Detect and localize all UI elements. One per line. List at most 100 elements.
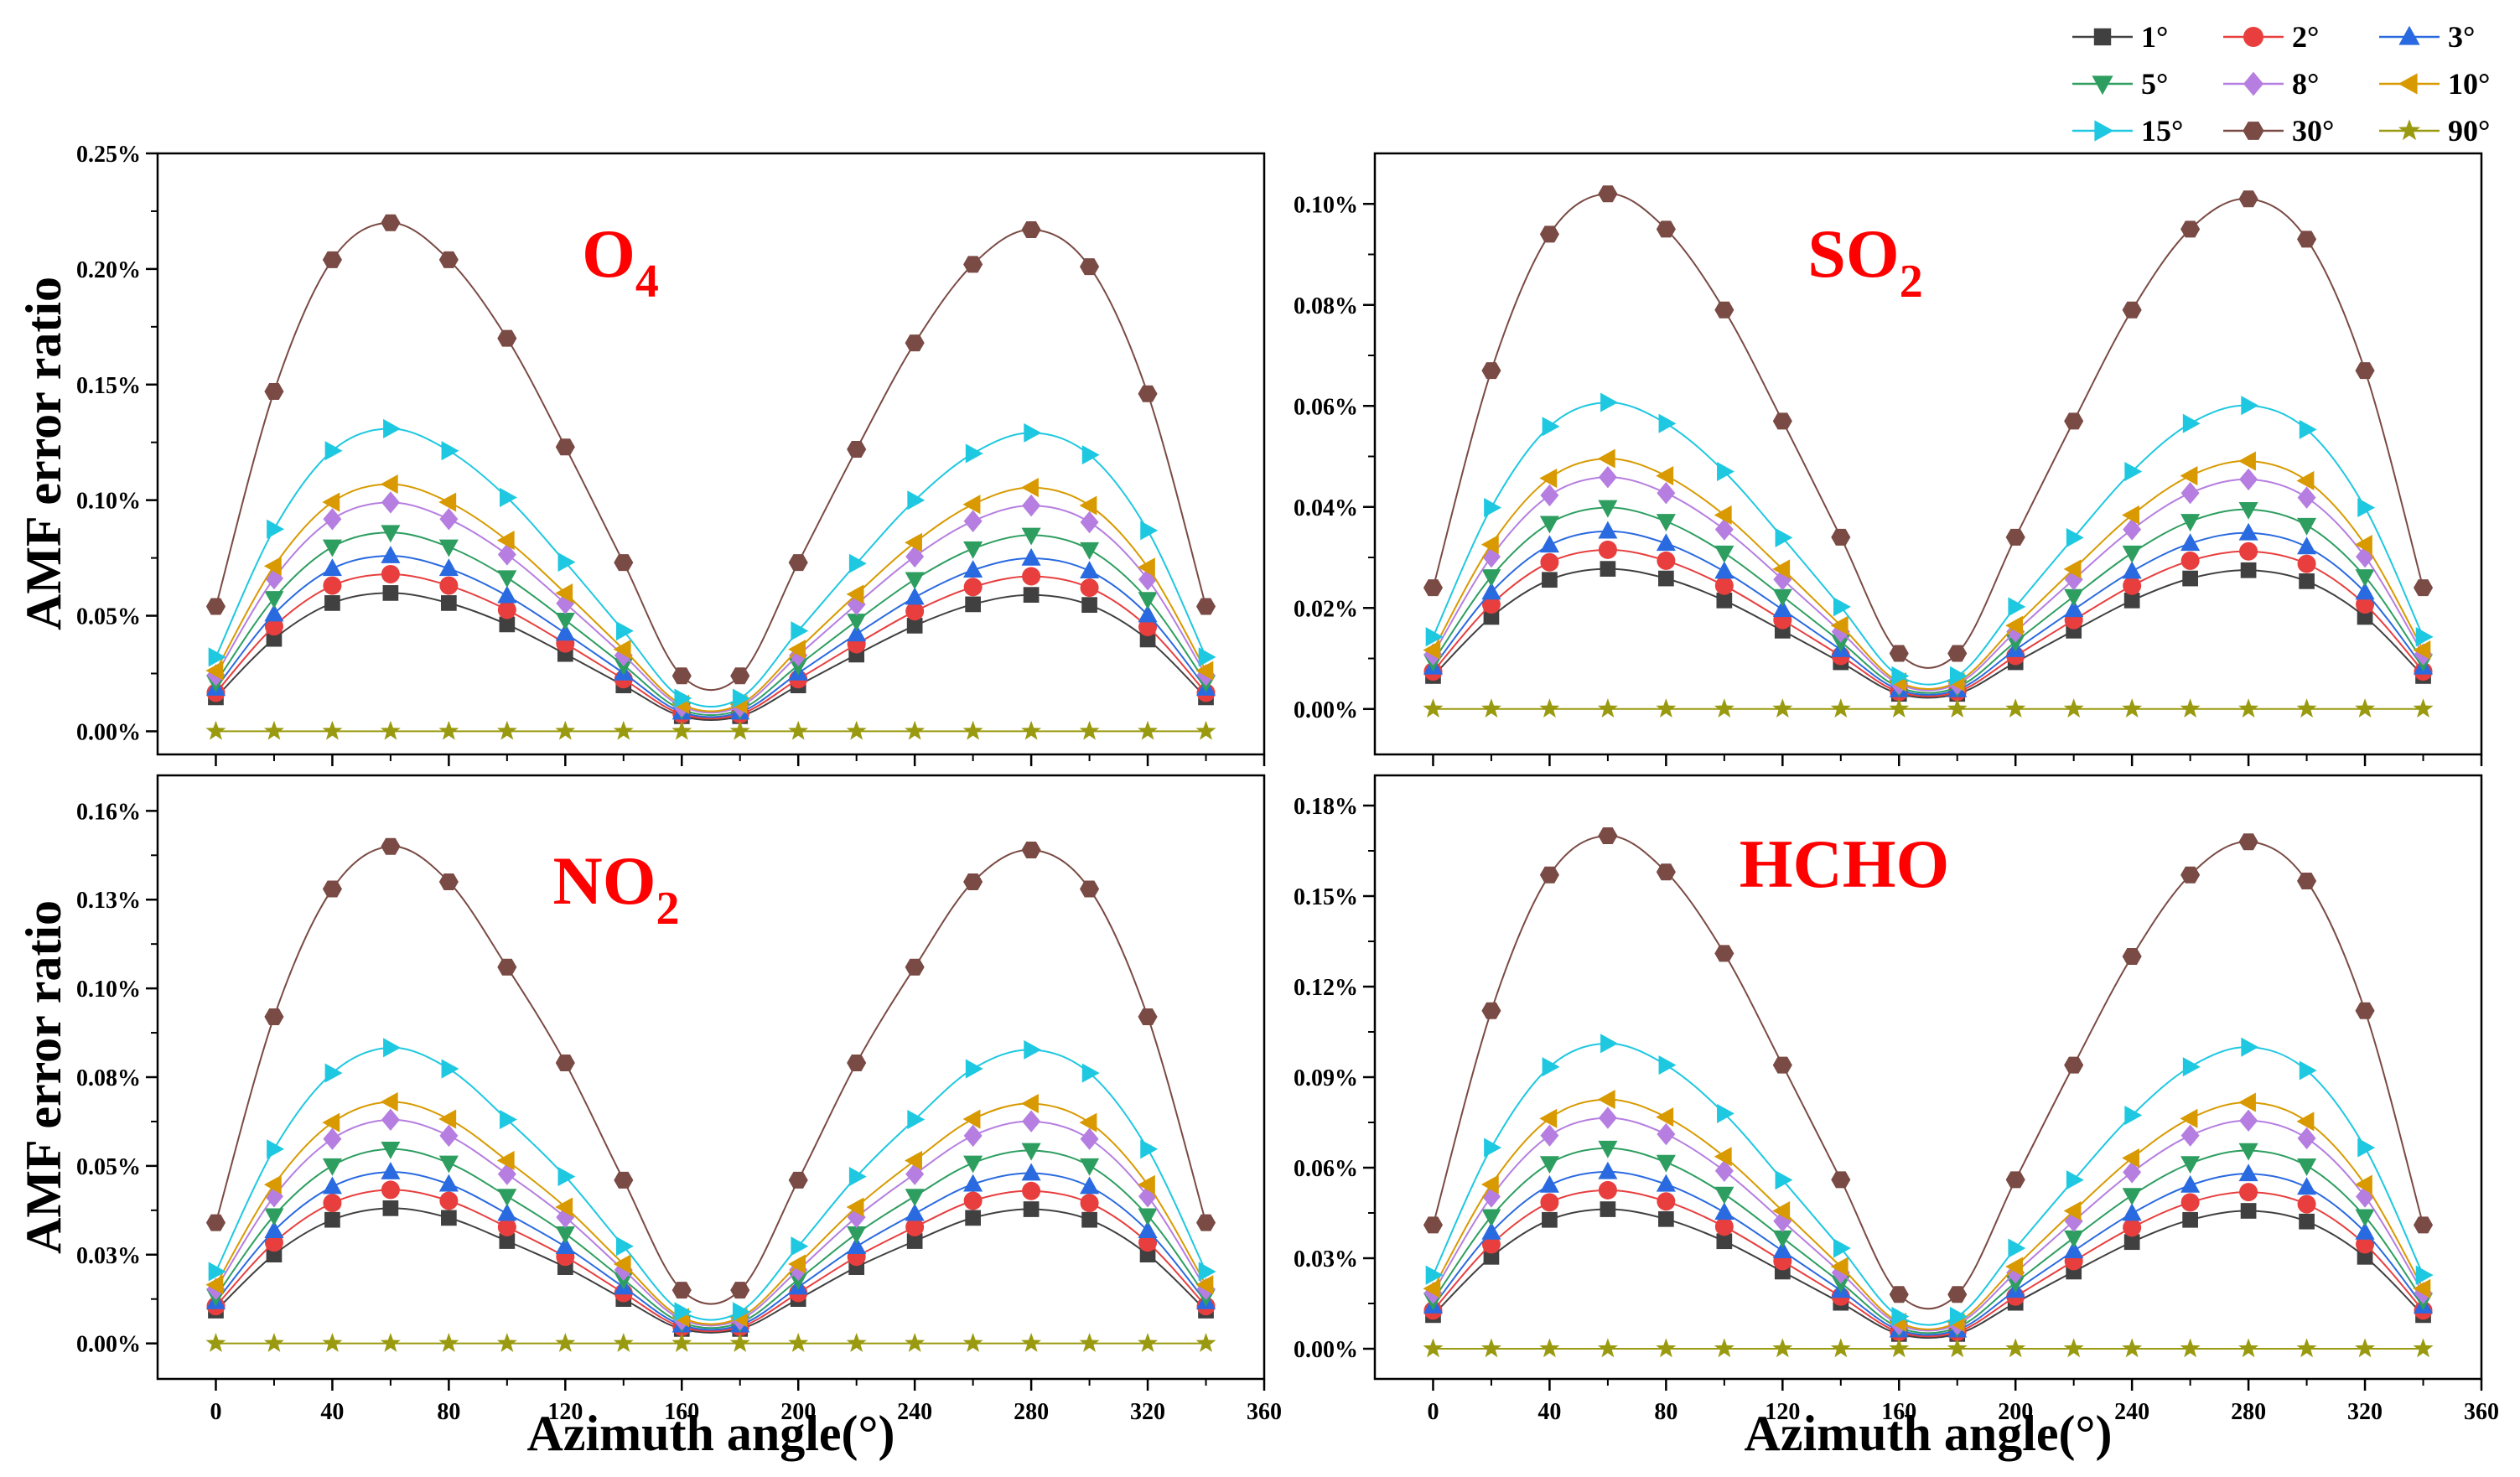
panel-title: O4 [582, 215, 659, 308]
series-2deg [206, 1180, 1216, 1337]
data-point [1772, 1241, 1792, 1259]
data-point [613, 640, 631, 660]
data-point [323, 1194, 342, 1213]
data-point [264, 1208, 284, 1226]
data-point [1656, 698, 1677, 718]
data-point [382, 585, 399, 601]
x-tick-label: 280 [1014, 1399, 1049, 1425]
data-point [963, 1155, 983, 1174]
data-point [1657, 481, 1676, 505]
data-point [263, 1174, 282, 1195]
data-point [1138, 604, 1158, 623]
data-point [2297, 1127, 2316, 1150]
data-point [2180, 1156, 2201, 1174]
data-point [2180, 551, 2200, 570]
data-point [2297, 1195, 2316, 1214]
data-point [1539, 1174, 1559, 1193]
data-point [1483, 609, 1500, 625]
series-1deg [1425, 1201, 2431, 1342]
series-line [1432, 834, 2424, 1310]
data-point [208, 647, 226, 667]
data-point [1772, 698, 1793, 718]
series-1deg [1425, 561, 2431, 702]
legend-entry-3deg: 3° [2379, 20, 2475, 54]
data-point [1138, 592, 1158, 610]
data-point [963, 510, 983, 532]
panel-no2: 0 40 80 120 160 200 240 280 320 360 0.00% 0.03% 0.05… [76, 774, 1282, 1425]
data-point [2066, 527, 2084, 547]
data-point [1195, 1332, 1216, 1352]
data-point [1542, 1057, 1560, 1077]
data-point [963, 1191, 983, 1210]
data-point [1830, 1257, 1849, 1277]
data-point [2297, 872, 2317, 890]
data-point [2296, 698, 2317, 718]
data-point [2005, 1338, 2026, 1358]
data-point [730, 1282, 750, 1299]
data-point [1540, 552, 1559, 572]
data-point [1539, 535, 1559, 553]
data-point [1658, 413, 1677, 433]
data-point [497, 958, 517, 976]
data-point [1423, 1278, 1441, 1298]
series-15deg [208, 1038, 1216, 1322]
data-point [1891, 1306, 1910, 1326]
legend-entry-2deg: 2° [2223, 20, 2319, 54]
data-point [2180, 698, 2201, 718]
data-point [1658, 1055, 1677, 1075]
data-point [614, 1171, 634, 1189]
data-point [1195, 661, 1214, 681]
data-point [497, 1189, 517, 1207]
series-30deg [1423, 185, 2434, 669]
data-point [1772, 1056, 1792, 1074]
data-point [848, 1167, 867, 1187]
data-point [2299, 1060, 2317, 1081]
data-point [1714, 545, 1734, 563]
data-point [438, 492, 457, 512]
data-point [1481, 362, 1501, 380]
data-point [905, 958, 925, 976]
data-point [2005, 634, 2025, 652]
data-point [1080, 1158, 1100, 1176]
series-line [1432, 548, 2424, 697]
data-point [1889, 1338, 1910, 1358]
data-point [965, 1059, 983, 1079]
data-point [2180, 514, 2201, 532]
data-point [2297, 231, 2317, 248]
data-point [2415, 627, 2434, 647]
y-tick-label: 0.03% [1294, 1246, 1358, 1272]
data-point [1775, 1170, 1793, 1190]
data-point [380, 474, 398, 495]
data-point [1080, 258, 1100, 276]
data-point [615, 621, 634, 641]
y-axis-title: AMF error ratio [16, 900, 71, 1254]
data-point [2355, 582, 2375, 600]
series-30deg [205, 837, 1216, 1305]
data-point [2122, 698, 2143, 718]
data-point [2005, 1257, 2024, 1277]
data-point [613, 1332, 634, 1352]
data-point [963, 1174, 983, 1192]
data-point [2356, 595, 2375, 614]
data-point [2122, 545, 2142, 563]
data-point [2355, 1002, 2375, 1019]
data-point [788, 720, 809, 740]
data-point [497, 1217, 516, 1236]
data-point [1714, 1202, 1734, 1220]
data-point [2064, 599, 2084, 618]
data-point [1080, 542, 1100, 560]
data-point [2238, 190, 2258, 208]
data-point [1423, 579, 1444, 597]
data-point [2124, 462, 2143, 482]
y-tick-label: 0.03% [76, 1243, 141, 1269]
data-point [1021, 720, 1042, 740]
data-point [264, 591, 284, 609]
data-point [1539, 468, 1558, 489]
data-point [1539, 1108, 1558, 1128]
data-point [2296, 470, 2315, 490]
data-point [1775, 527, 1793, 547]
data-point [1542, 572, 1558, 588]
data-point [439, 576, 459, 595]
data-point [1080, 880, 1100, 898]
data-point [324, 441, 343, 461]
